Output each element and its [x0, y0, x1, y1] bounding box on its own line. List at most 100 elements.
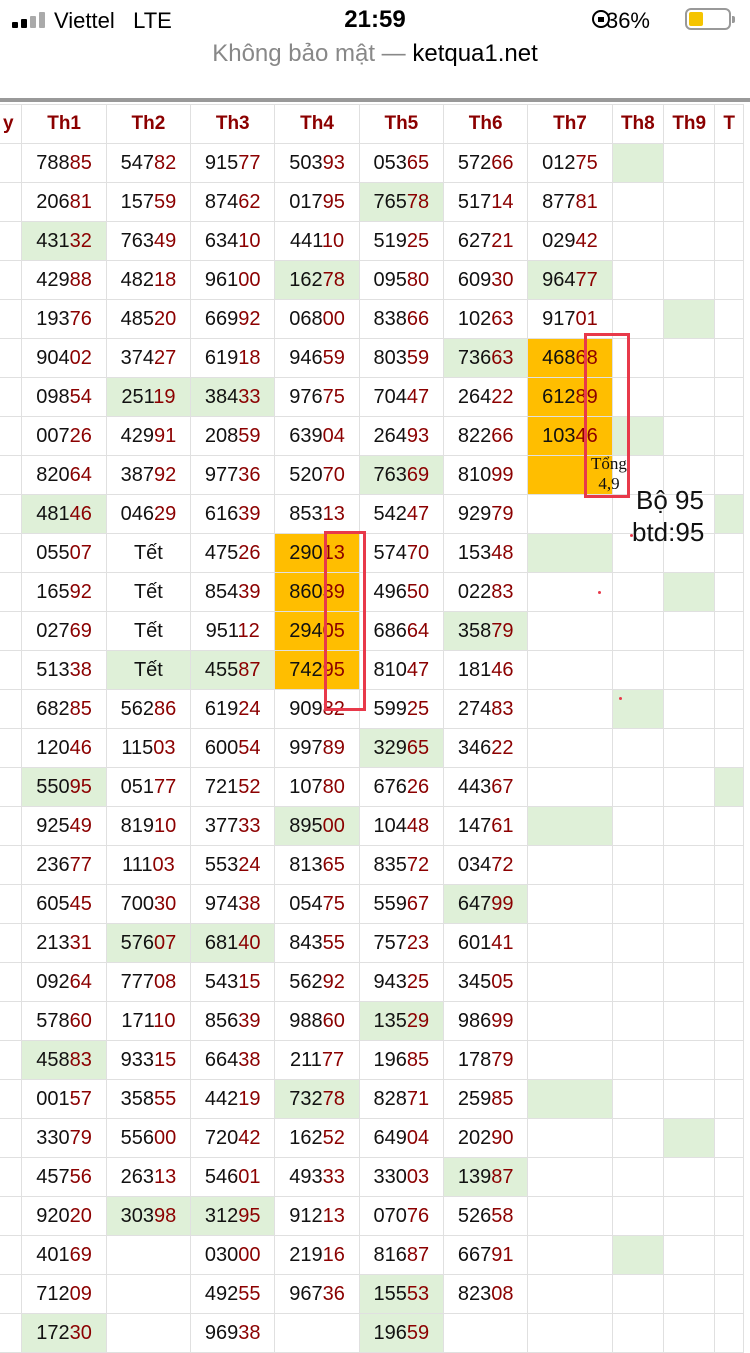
result-cell: 26313 — [105, 1157, 192, 1197]
cell-prefix: 303 — [120, 1204, 154, 1227]
result-cell: 57266 — [443, 143, 529, 183]
cell-prefix: 854 — [204, 580, 239, 603]
table-row: 45756 26313 54601 49333 33003 13987 — [0, 1157, 744, 1197]
cell-suffix: 13 — [322, 502, 345, 525]
column-header[interactable]: Th2 — [105, 104, 192, 144]
cell-suffix: 67 — [406, 892, 430, 915]
cell-prefix: 429 — [36, 268, 70, 291]
cell-prefix: 559 — [373, 892, 407, 915]
column-header[interactable]: Th7 — [527, 104, 613, 144]
result-cell — [0, 377, 23, 417]
cell-prefix: 757 — [373, 931, 407, 954]
result-cell — [611, 1118, 665, 1158]
result-cell: 68285 — [21, 689, 107, 729]
result-cell: 03472 — [443, 845, 529, 885]
result-cell: 70030 — [105, 884, 192, 924]
cell-prefix: 736 — [457, 346, 492, 369]
cell-suffix: 09 — [69, 1282, 92, 1305]
cell-prefix: 401 — [36, 1243, 70, 1266]
cell-prefix: 828 — [373, 1087, 407, 1110]
cell-prefix: 562 — [120, 697, 154, 720]
result-cell — [611, 221, 665, 261]
column-header[interactable]: Th9 — [663, 104, 716, 144]
cell-prefix: 178 — [457, 1048, 492, 1071]
cell-suffix: 59 — [322, 346, 345, 369]
cell-suffix: 25 — [406, 970, 430, 993]
table-row: 71209 49255 96736 15553 82308 — [0, 1274, 744, 1314]
column-header[interactable]: Th3 — [190, 104, 276, 144]
cell-suffix: 24 — [238, 697, 261, 720]
cell-prefix: 721 — [204, 775, 239, 798]
cell-prefix: 017 — [289, 190, 323, 213]
result-cell — [527, 962, 613, 1002]
clock: 21:59 — [344, 6, 406, 33]
result-cell — [714, 1235, 744, 1275]
result-cell — [663, 416, 716, 456]
cell-prefix: 503 — [289, 151, 323, 174]
result-cell — [714, 650, 744, 690]
cell-prefix: 669 — [204, 307, 239, 330]
cell-suffix: 54 — [69, 385, 92, 408]
cell-suffix: 78 — [406, 190, 430, 213]
cell-suffix: 80 — [406, 268, 430, 291]
column-header[interactable]: Th4 — [274, 104, 360, 144]
cell-prefix: 578 — [36, 1009, 70, 1032]
result-cell: 05507 — [21, 533, 107, 573]
result-cell: 81365 — [274, 845, 360, 885]
cell-prefix: 193 — [36, 307, 70, 330]
table-row: 23677 11103 55324 81365 83572 03472 — [0, 845, 744, 885]
cell-suffix: 55 — [322, 931, 345, 954]
result-cell — [611, 572, 665, 612]
table-row: 09264 77708 54315 56292 94325 34505 — [0, 962, 744, 1002]
cell-suffix: 36 — [238, 463, 261, 486]
result-cell: 10780 — [274, 767, 360, 807]
table-row: 78885 54782 91577 50393 05365 57266 01275 — [0, 143, 744, 183]
cell-prefix: 264 — [457, 385, 492, 408]
result-cell — [714, 299, 744, 339]
column-header[interactable]: y — [0, 104, 23, 144]
cell-prefix: 513 — [36, 658, 70, 681]
tong-annotation: Tổng 4,9 — [591, 454, 627, 493]
cell-suffix: 55 — [238, 1282, 261, 1305]
column-header[interactable]: Th1 — [21, 104, 107, 144]
column-header[interactable]: Th8 — [611, 104, 665, 144]
cell-prefix: 964 — [542, 268, 576, 291]
cell-suffix: 85 — [69, 151, 92, 174]
cell-suffix: 00 — [322, 307, 345, 330]
cell-suffix: 99 — [491, 1009, 514, 1032]
table-row: 19376 48520 66992 06800 83866 10263 91701 — [0, 299, 744, 339]
cell-prefix: 206 — [36, 190, 70, 213]
cell-suffix: 53 — [406, 1282, 430, 1305]
result-cell — [611, 923, 665, 963]
column-header[interactable]: Th5 — [358, 104, 445, 144]
cell-suffix: 10 — [238, 229, 261, 252]
cell-prefix: 492 — [204, 1282, 239, 1305]
cell-prefix: 029 — [542, 229, 576, 252]
cell-suffix: 46 — [491, 658, 514, 681]
result-cell: 66438 — [190, 1040, 276, 1080]
table-row: 00726 42991 20859 63904 26493 82266 10346 — [0, 416, 744, 456]
cell-prefix: 647 — [457, 892, 492, 915]
result-cell: 83866 — [358, 299, 445, 339]
result-cell — [611, 689, 665, 729]
result-cell: 17110 — [105, 1001, 192, 1041]
cell-suffix: 63 — [491, 307, 514, 330]
result-cell: 87781 — [527, 182, 613, 222]
result-cell: 10346 — [527, 416, 613, 456]
result-cell — [0, 494, 23, 534]
result-cell: 46868 — [527, 338, 613, 378]
cell-prefix: 211 — [289, 1048, 322, 1071]
result-cell — [663, 1157, 716, 1197]
result-cell: 60054 — [190, 728, 276, 768]
cell-prefix: 312 — [204, 1204, 239, 1227]
cell-suffix: 79 — [491, 1048, 514, 1071]
cell-prefix: 813 — [289, 853, 323, 876]
cell-prefix: 943 — [373, 970, 407, 993]
result-cell — [0, 1235, 23, 1275]
cell-prefix: 546 — [204, 1165, 239, 1188]
url-bar[interactable]: Không bảo mật — ketqua1.net — [0, 40, 750, 84]
column-header[interactable]: Th6 — [443, 104, 529, 144]
column-header[interactable]: T — [714, 104, 744, 144]
result-cell — [527, 1313, 613, 1353]
result-cell: 54247 — [358, 494, 445, 534]
